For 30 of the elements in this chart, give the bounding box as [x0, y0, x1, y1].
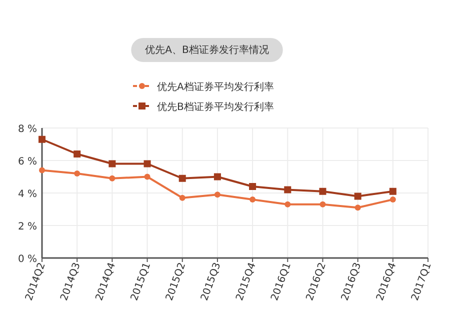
point [319, 188, 326, 195]
chart-title: 优先A、B档证券发行率情况 [145, 44, 269, 56]
point [250, 196, 256, 202]
point [320, 201, 326, 208]
point [179, 194, 186, 201]
point [284, 201, 291, 208]
point [390, 196, 396, 202]
point [284, 186, 292, 194]
point [38, 136, 46, 143]
y-tick-label: 0 % [18, 254, 37, 265]
point [354, 204, 361, 211]
point [214, 192, 220, 198]
y-tick-label: 8 % [18, 124, 37, 135]
point [354, 192, 362, 200]
legend-label: 优先A档证券平均发行利率 [157, 81, 274, 93]
point [214, 173, 221, 180]
point [74, 150, 81, 158]
point [109, 175, 116, 182]
point [74, 170, 80, 176]
y-tick-label: 6 % [18, 156, 37, 168]
point [389, 188, 396, 195]
point [39, 167, 45, 174]
point [249, 183, 256, 190]
point [108, 160, 116, 168]
legend-label: 优先B档证券平均发行利率 [157, 101, 274, 113]
point [144, 174, 150, 180]
point [144, 160, 151, 168]
y-tick-label: 2 % [18, 222, 37, 232]
y-tick-label: 4 % [18, 189, 37, 200]
point [178, 174, 186, 182]
